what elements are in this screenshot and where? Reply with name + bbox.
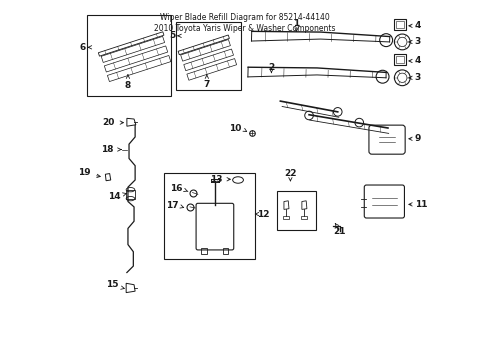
Bar [176,22,241,90]
Text: 21: 21 [333,227,345,236]
Text: 20: 20 [102,118,115,127]
Text: 17: 17 [165,201,178,210]
Text: 2: 2 [268,63,274,72]
Text: 8: 8 [124,81,131,90]
Bar [86,15,171,96]
Text: 19: 19 [78,168,91,177]
Bar [223,248,228,253]
Bar [201,248,206,253]
Text: 14: 14 [108,192,121,201]
Text: 11: 11 [414,200,427,209]
Text: 9: 9 [414,134,420,143]
Bar [301,216,306,220]
Text: 16: 16 [170,184,183,193]
Text: 22: 22 [284,169,296,178]
Text: 12: 12 [257,210,269,219]
Text: Wiper Blade Refill Diagram for 85214-44140: Wiper Blade Refill Diagram for 85214-441… [159,13,329,22]
Bar [283,216,288,220]
Text: 13: 13 [210,175,223,184]
Text: 5: 5 [169,31,175,40]
Text: 1: 1 [293,19,299,28]
Text: 2010 Toyota Yaris Wiper & Washer Components: 2010 Toyota Yaris Wiper & Washer Compone… [153,24,335,33]
Text: 3: 3 [414,37,420,46]
Text: 6: 6 [80,43,86,52]
Bar [126,190,135,199]
Text: 10: 10 [228,123,241,132]
Text: 18: 18 [101,145,113,154]
Text: 15: 15 [105,280,118,289]
Text: 4: 4 [414,21,420,30]
Bar [276,191,316,230]
Text: 3: 3 [414,73,420,82]
Bar [163,173,255,259]
Text: 7: 7 [203,80,210,89]
Text: 4: 4 [414,57,420,66]
